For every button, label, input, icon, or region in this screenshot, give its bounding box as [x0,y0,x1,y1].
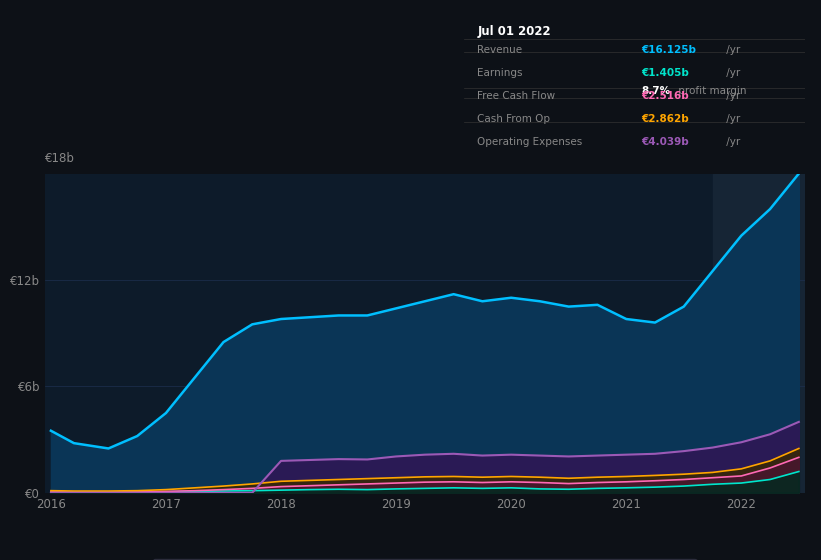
Text: Cash From Op: Cash From Op [478,114,551,124]
Text: Earnings: Earnings [478,68,523,78]
Text: Operating Expenses: Operating Expenses [478,137,583,147]
Text: €4.039b: €4.039b [641,137,689,147]
Text: /yr: /yr [722,91,740,101]
Text: /yr: /yr [722,68,740,78]
Bar [713,174,810,493]
Text: €2.516b: €2.516b [641,91,689,101]
Text: /yr: /yr [722,114,740,124]
Text: 8.7%: 8.7% [641,86,670,96]
Text: €16.125b: €16.125b [641,45,696,54]
Text: €18b: €18b [45,152,75,165]
Text: Revenue: Revenue [478,45,523,54]
Text: /yr: /yr [722,45,740,54]
Text: €1.405b: €1.405b [641,68,689,78]
Text: profit margin: profit margin [675,86,746,96]
Text: €2.862b: €2.862b [641,114,689,124]
Text: Jul 01 2022: Jul 01 2022 [478,25,551,38]
Legend: Revenue, Earnings, Free Cash Flow, Cash From Op, Operating Expenses: Revenue, Earnings, Free Cash Flow, Cash … [154,559,696,560]
Text: /yr: /yr [722,137,740,147]
Text: Free Cash Flow: Free Cash Flow [478,91,556,101]
